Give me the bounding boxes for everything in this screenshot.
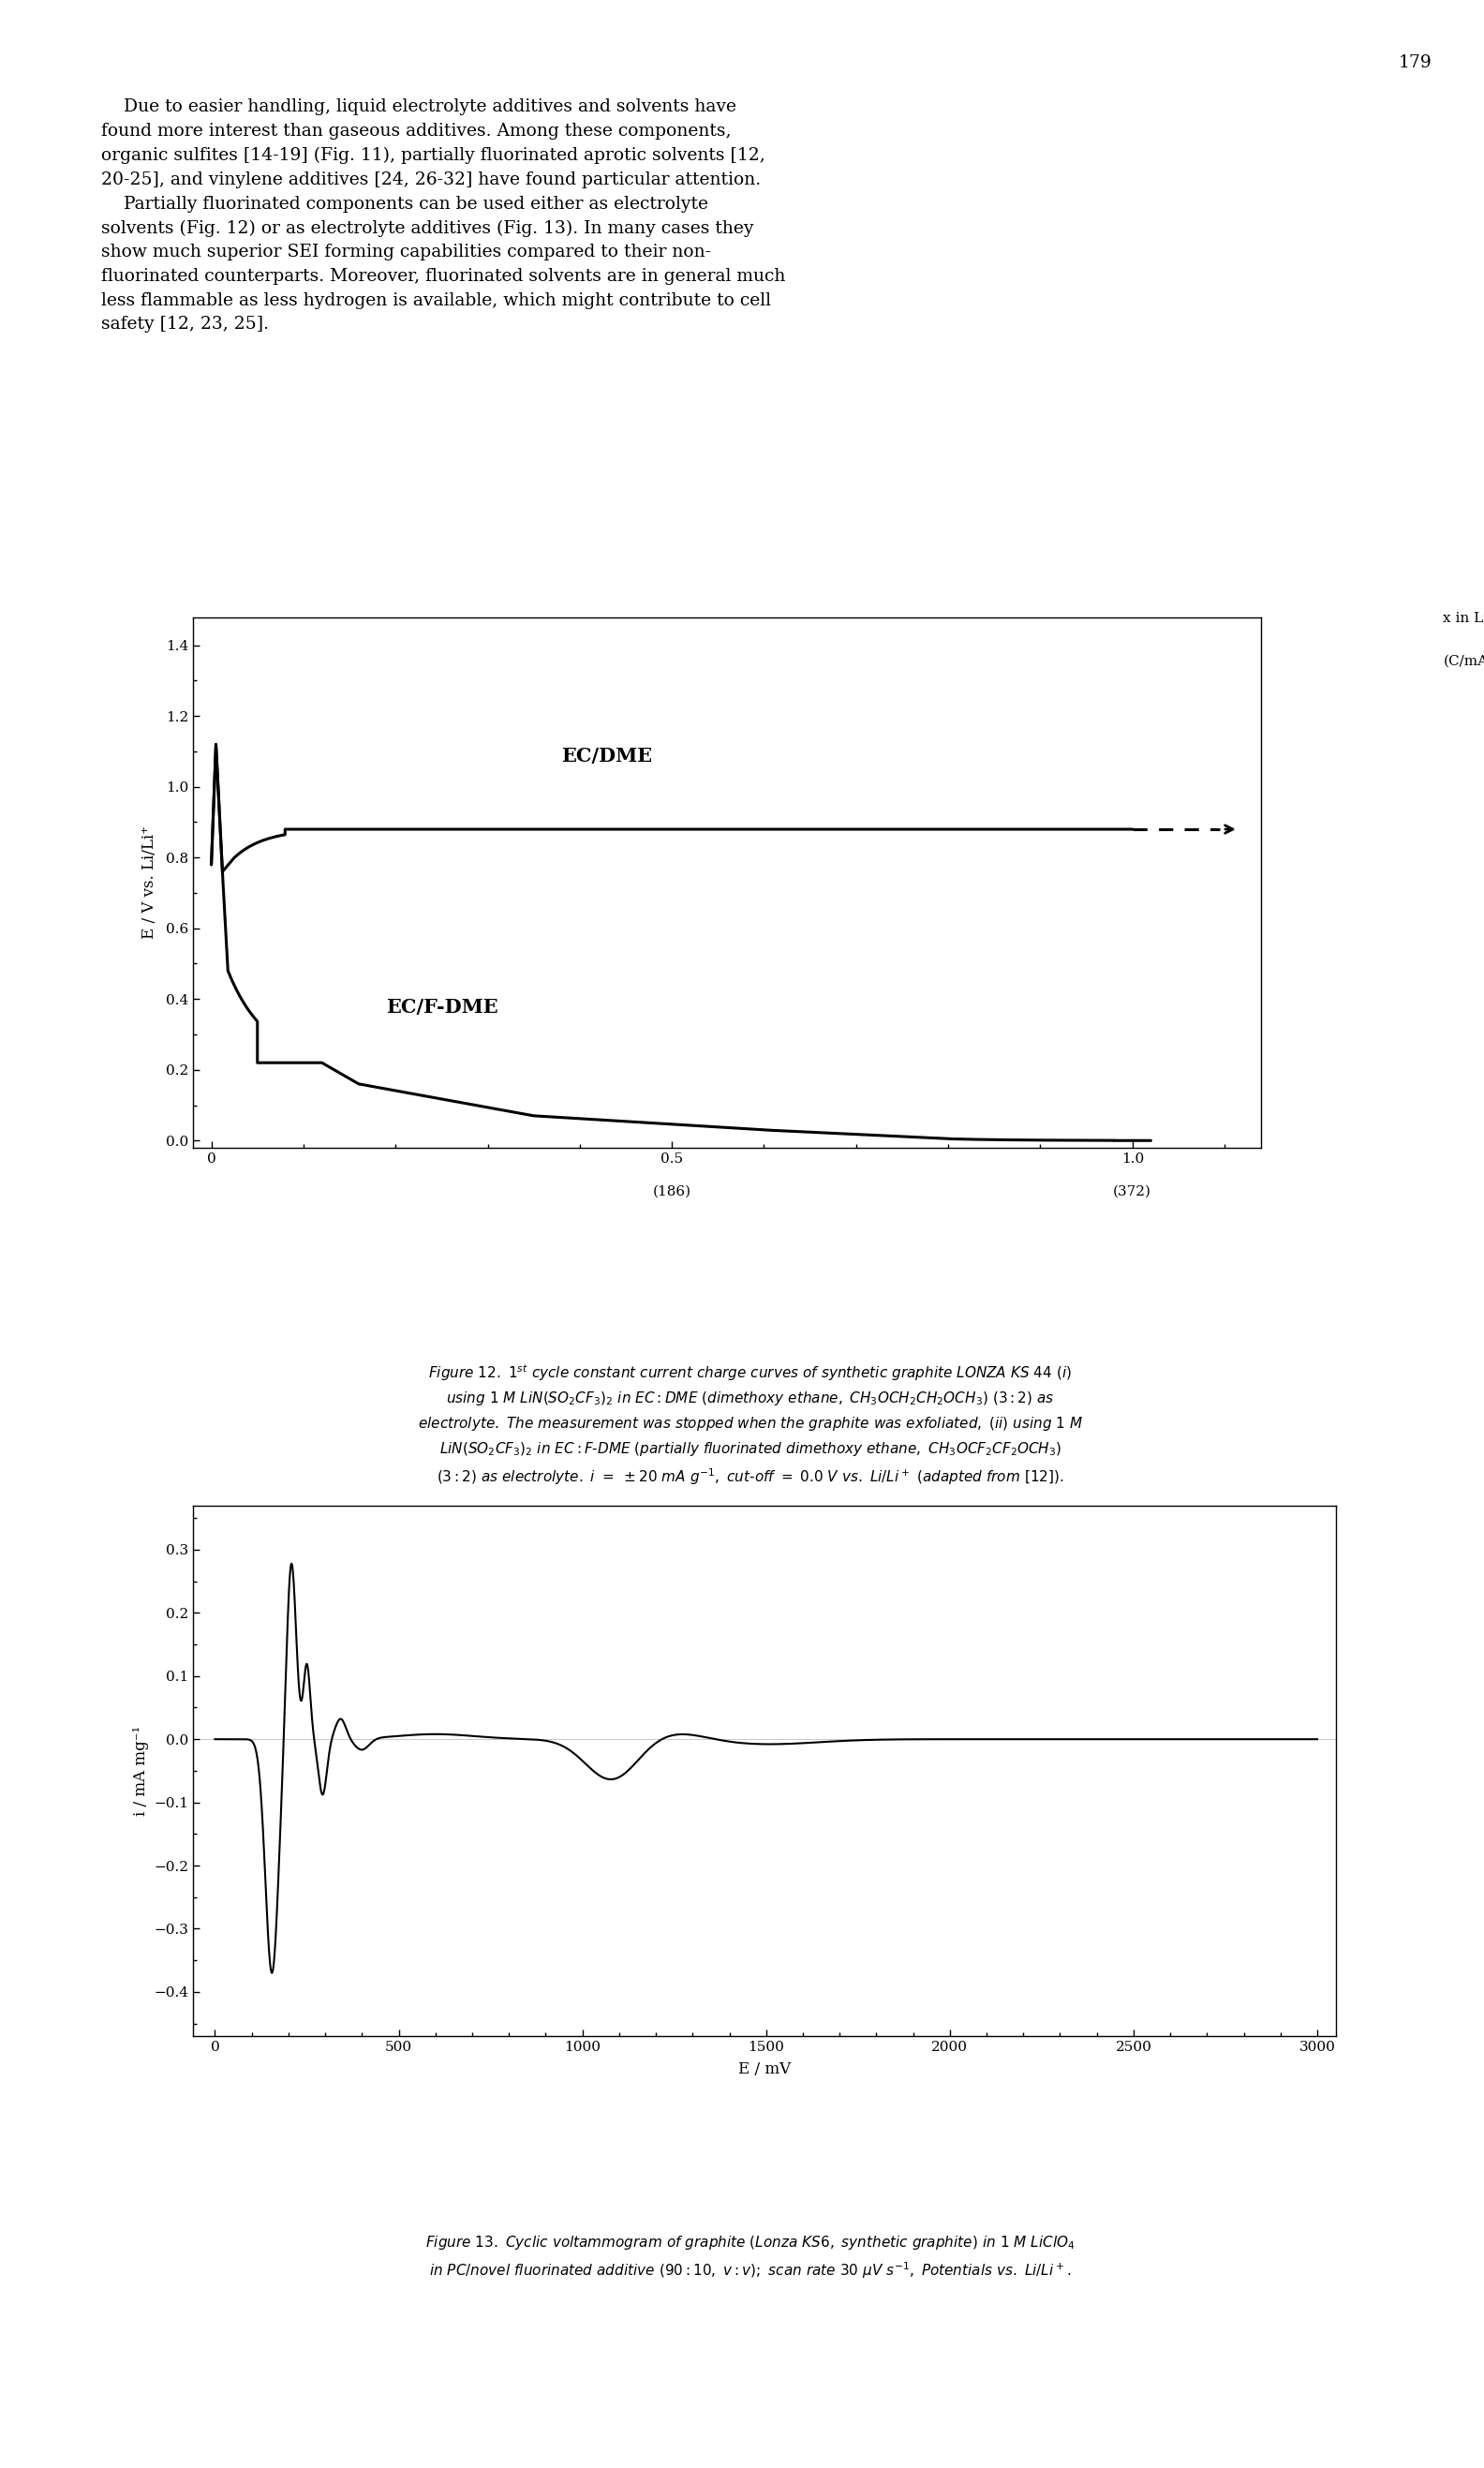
Text: EC/DME: EC/DME	[561, 748, 653, 765]
Text: 179: 179	[1398, 54, 1432, 72]
Text: $\it{Figure\ 13.\ Cyclic\ voltammogram\ of\ graphite\ (Lonza\ KS6,\ synthetic\ g: $\it{Figure\ 13.\ Cyclic\ voltammogram\ …	[426, 2234, 1074, 2280]
Y-axis label: E / V vs. Li/Li⁺: E / V vs. Li/Li⁺	[142, 827, 157, 938]
Text: (372): (372)	[1113, 1185, 1152, 1197]
Text: Due to easier handling, liquid electrolyte additives and solvents have
found mor: Due to easier handling, liquid electroly…	[101, 99, 785, 333]
Y-axis label: i / mA mg⁻¹: i / mA mg⁻¹	[132, 1725, 148, 1816]
Text: x in LiₓC₆: x in LiₓC₆	[1442, 612, 1484, 624]
Text: (C/mAh.g⁻¹): (C/mAh.g⁻¹)	[1442, 654, 1484, 669]
Text: EC/F-DME: EC/F-DME	[386, 997, 499, 1017]
Text: $\it{Figure\ 12.}$ $\it{1^{st}\ cycle\ constant\ current\ charge\ curves\ of\ sy: $\it{Figure\ 12.}$ $\it{1^{st}\ cycle\ c…	[417, 1362, 1083, 1486]
X-axis label: E / mV: E / mV	[738, 2061, 791, 2078]
Text: (186): (186)	[653, 1185, 692, 1197]
